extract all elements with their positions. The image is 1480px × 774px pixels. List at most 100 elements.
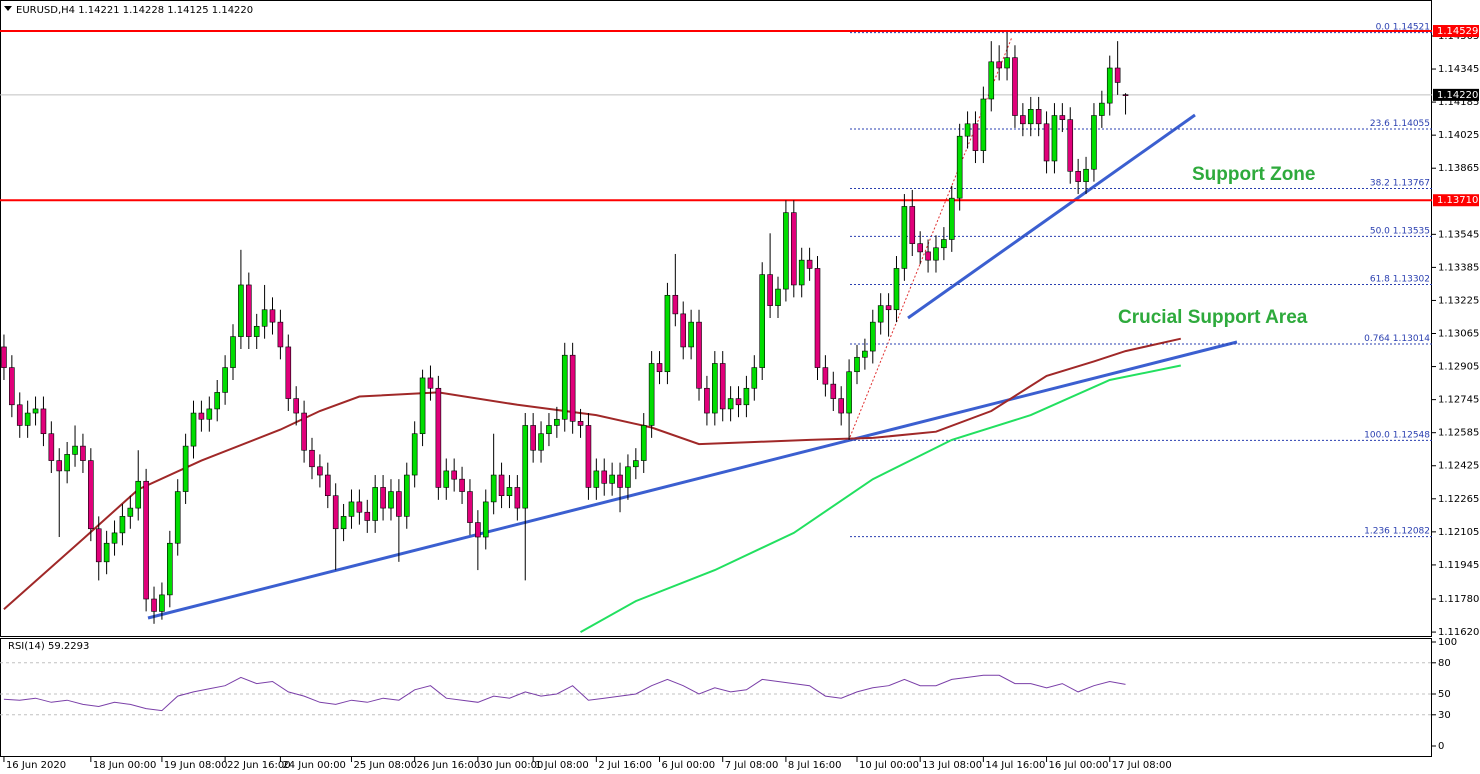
- candle-body: [419, 377, 426, 435]
- candle-body: [127, 507, 134, 517]
- candle-body: [482, 501, 489, 538]
- candle-body: [862, 350, 868, 358]
- candle-body: [672, 294, 679, 315]
- candle-body: [561, 354, 568, 420]
- candle-body: [719, 363, 726, 410]
- candle-body: [846, 371, 852, 414]
- candle-body: [285, 346, 292, 399]
- x-tick-label: 10 Jul 00:00: [859, 760, 919, 771]
- x-tick-label: 25 Jun 08:00: [353, 760, 417, 771]
- candle-body: [530, 425, 536, 451]
- candle-body: [380, 487, 386, 509]
- candle-body: [119, 516, 126, 534]
- candle-body: [1027, 109, 1034, 125]
- price-frame: [0, 0, 1432, 637]
- candle-body: [988, 61, 995, 100]
- fib-label: 0.0 1.14521: [1376, 22, 1430, 32]
- fib-label: 61.8 1.13302: [1370, 274, 1430, 284]
- candle-body: [885, 305, 892, 311]
- rsi-frame: [0, 638, 1432, 757]
- candle-body: [40, 408, 47, 435]
- x-tick-label: 19 Jun 08:00: [164, 760, 228, 771]
- candle-body: [735, 398, 742, 406]
- fib-label: 0.764 1.13014: [1364, 334, 1430, 344]
- y-tick-label: 1.14345: [1438, 64, 1479, 75]
- candle-body: [332, 495, 339, 530]
- annotation: Crucial Support Area: [1118, 307, 1308, 328]
- candle-body: [230, 336, 236, 368]
- fib-label: 23.6 1.14055: [1370, 118, 1430, 128]
- candle-body: [246, 284, 252, 337]
- candle-body: [309, 449, 315, 468]
- candle-body: [522, 425, 529, 509]
- candle-body: [996, 61, 1002, 69]
- y-tick-label: 1.13545: [1438, 229, 1479, 240]
- fib-ratio: 0.0: [1376, 22, 1391, 32]
- x-tick-label: 2 Jul 16:00: [598, 760, 652, 771]
- fib-label: 100.0 1.12548: [1364, 430, 1430, 440]
- candle-body: [696, 321, 702, 389]
- candle-body: [1043, 123, 1050, 162]
- header: EURUSD,H4 1.14221 1.14228 1.14125 1.1422…: [16, 5, 253, 16]
- candle-body: [956, 135, 963, 199]
- x-tick-label: 30 Jun 00:00: [480, 760, 544, 771]
- fib-price: 1.13535: [1393, 226, 1430, 236]
- candle-body: [214, 392, 221, 410]
- candle-body: [909, 206, 916, 244]
- moving-average: [3, 337, 1182, 611]
- fib-price: 1.13302: [1393, 274, 1430, 284]
- candle-body: [656, 363, 663, 373]
- candle-body: [198, 412, 205, 420]
- x-tick-label: 16 Jul 00:00: [1049, 760, 1109, 771]
- candle-body: [830, 383, 837, 399]
- candle-body: [893, 268, 900, 311]
- x-tick-label: 6 Jul 00:00: [662, 760, 716, 771]
- moving-average: [580, 364, 1181, 633]
- candle-body: [340, 516, 347, 530]
- rsi-tick-label: 50: [1438, 689, 1451, 700]
- x-tick-label: 7 Jul 08:00: [725, 760, 779, 771]
- candle-body: [1114, 67, 1121, 83]
- fib-ratio: 0.764: [1364, 334, 1390, 344]
- candle-body: [174, 491, 181, 544]
- y-tick-label: 1.12745: [1438, 395, 1479, 406]
- candle-body: [80, 445, 86, 461]
- rsi-tick-label: 0: [1438, 741, 1444, 752]
- candle-body: [56, 460, 63, 472]
- candle-body: [822, 367, 829, 385]
- candle-body: [135, 480, 142, 509]
- fib-label: 1.236 1.12082: [1364, 526, 1430, 536]
- fib-price: 1.13014: [1393, 334, 1430, 344]
- candle-body: [901, 206, 908, 269]
- candle-body: [688, 321, 694, 348]
- candle-body: [1020, 115, 1026, 125]
- x-tick-label: 24 Jun 00:00: [282, 760, 346, 771]
- candle-body: [727, 398, 734, 410]
- rsi-name: RSI(14): [8, 641, 45, 652]
- candle-body: [206, 408, 213, 420]
- x-tick-label: 1 Jul 08:00: [535, 760, 589, 771]
- x-tick-label: 16 Jun 2020: [6, 760, 66, 771]
- candle-body: [838, 398, 844, 414]
- y-tick-label: 1.12265: [1438, 494, 1479, 505]
- fib-ratio: 1.236: [1364, 526, 1390, 536]
- candle-body: [869, 321, 876, 352]
- candle-body: [554, 418, 560, 426]
- candle-body: [411, 433, 418, 476]
- fib-price: 1.12548: [1393, 430, 1430, 440]
- price-box-label: 1.14220: [1437, 90, 1478, 101]
- y-tick-label: 1.13865: [1438, 163, 1479, 174]
- candle-body: [1012, 57, 1018, 116]
- candle-body: [1051, 115, 1058, 162]
- candle-body: [222, 367, 228, 393]
- candle-body: [277, 321, 284, 348]
- candle-body: [103, 542, 110, 563]
- candle-body: [451, 470, 457, 480]
- candle-body: [577, 421, 584, 426]
- x-tick-label: 18 Jun 00:00: [93, 760, 157, 771]
- candle-body: [261, 309, 268, 327]
- candle-body: [490, 474, 497, 503]
- candle-body: [759, 274, 766, 368]
- x-tick-label: 13 Jul 08:00: [922, 760, 982, 771]
